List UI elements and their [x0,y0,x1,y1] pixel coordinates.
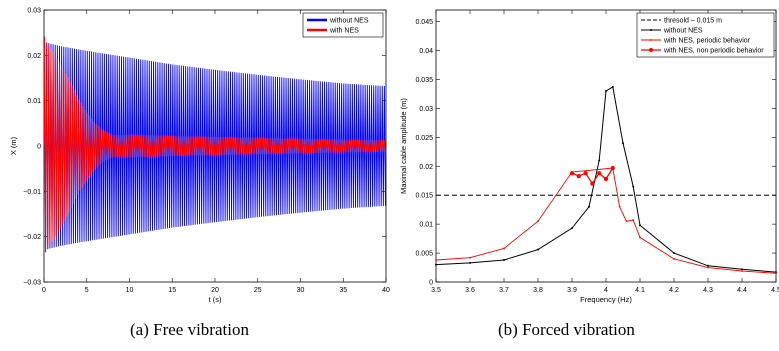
b-point-with-nes-non-periodic [603,176,609,182]
b-point-without-nes [673,252,675,255]
b-point-with-nes-periodic [632,219,635,221]
a-x-axis-label: t (s) [209,295,222,304]
b-point-with-nes-periodic [503,247,505,250]
b-x-tick-label: 4.2 [669,287,679,294]
a-y-tick-label: −0.01 [23,189,41,196]
b-series-without-nes [435,86,777,273]
b-point-without-nes [741,268,743,271]
b-legend-marker [650,29,652,31]
caption-free-vibration: (a) Free vibration [130,320,249,339]
b-legend-label: with NES, non periodic behavior [663,48,764,55]
b-x-tick-label: 4.5 [771,287,779,294]
b-y-tick-label: 0.015 [415,193,433,200]
b-x-tick-label: 3.8 [533,287,543,294]
b-point-without-nes [622,142,624,145]
b-y-axis-label: Maximal cable amplitude (m) [399,98,408,194]
b-point-without-nes [469,261,471,264]
b-y-tick-label: 0 [429,280,433,287]
b-x-tick-label: 4.3 [703,287,713,294]
a-x-tick-label: 25 [254,287,262,294]
a-y-tick-label: −0.02 [23,234,41,241]
b-point-without-nes [503,259,505,262]
a-series-without-nes [44,36,386,253]
b-y-tick-label: 0.02 [419,164,433,171]
b-point-with-nes-periodic [707,266,709,269]
b-series-with-nes-periodic [435,167,777,274]
b-legend: thresold – 0.015 m without NES with NES, p… [636,12,775,58]
b-point-with-nes-non-periodic [590,181,595,186]
b-y-tick-label: 0.045 [415,19,433,26]
b-point-without-nes [571,227,573,230]
b-point-with-nes-non-periodic [576,173,581,179]
b-x-tick-label: 4 [604,287,608,294]
b-point-with-nes-non-periodic [597,171,602,176]
b-point-without-nes [707,264,709,267]
b-point-with-nes-periodic [469,256,471,259]
a-y-tick-label: 0.03 [27,8,41,15]
b-x-tick-label: 4.1 [635,287,645,294]
b-x-tick-label: 4.4 [737,287,747,294]
b-point-with-nes-periodic [435,259,437,261]
b-point-with-nes-periodic [639,236,641,239]
a-x-tick-label: 20 [211,287,219,294]
b-legend-label: thresold – 0.015 m [664,18,722,25]
b-point-without-nes [598,159,601,162]
a-series-with-nes [44,36,386,253]
a-legend-label: with NES [329,28,359,35]
b-y-tick-label: 0.035 [415,77,433,84]
b-y-tick-label: 0.03 [419,106,433,113]
b-x-tick-label: 3.6 [465,287,475,294]
a-y-tick-label: 0 [37,144,41,151]
a-x-tick-label: 15 [168,287,176,294]
b-point-with-nes-non-periodic [583,171,588,176]
b-point-with-nes-non-periodic [610,165,615,171]
b-point-without-nes [611,85,614,88]
b-y-tick-label: 0.04 [419,48,433,55]
b-point-with-nes-periodic [775,272,777,275]
a-x-tick-label: 40 [382,287,390,294]
b-point-without-nes [588,205,590,208]
b-point-with-nes-non-periodic [569,171,575,176]
b-y-tick-label: 0.025 [415,135,433,142]
a-legend-label: without NES [329,18,369,25]
b-x-tick-label: 3.5 [431,287,441,294]
a-x-tick-label: 10 [126,287,134,294]
a-legend-box [302,12,384,38]
b-x-tick-label: 3.9 [567,287,577,294]
b-y-tick-label: 0.01 [419,222,433,229]
b-point-with-nes-periodic [625,220,628,223]
b-point-without-nes [639,224,641,227]
chart-free-vibration: 0 5 10 15 20 25 30 35 40 −0.03 −0.02 −0.01 0 0.01 0.02… [9,8,390,305]
a-x-tick-label: 35 [339,287,347,294]
b-point-without-nes [605,90,607,93]
caption-forced-vibration: (b) Forced vibration [498,320,635,339]
b-legend-marker [650,39,652,41]
b-x-axis-label: Frequency (Hz) [580,295,632,304]
b-point-without-nes [632,185,635,188]
b-legend-label: with NES, periodic behavior [663,38,751,45]
b-point-with-nes-periodic [673,257,675,260]
a-x-tick-label: 5 [85,287,89,294]
b-point-without-nes [435,263,437,266]
b-x-tick-label: 3.7 [499,287,509,294]
b-legend-label: without NES [663,28,703,35]
b-y-tick-label: 0.005 [415,251,433,258]
a-y-tick-label: −0.03 [23,280,41,287]
a-y-tick-label: 0.02 [27,53,41,60]
a-x-tick-label: 0 [42,287,46,294]
a-legend: without NES with NES [302,12,384,38]
b-point-with-nes-periodic [537,220,539,223]
b-legend-marker [649,48,653,52]
b-point-with-nes-periodic [741,270,743,272]
chart-forced-vibration: 3.5 3.6 3.7 3.8 3.9 4 4.1 4.2 4.3 4.4 4.5 0 0.005 0.0… [399,9,779,304]
b-point-without-nes [537,248,539,251]
a-data [44,36,386,253]
a-x-tick-label: 30 [297,287,305,294]
a-y-axis-label: X (m) [9,136,18,155]
a-y-tick-label: 0.01 [27,98,41,105]
b-point-with-nes-periodic [618,205,621,208]
